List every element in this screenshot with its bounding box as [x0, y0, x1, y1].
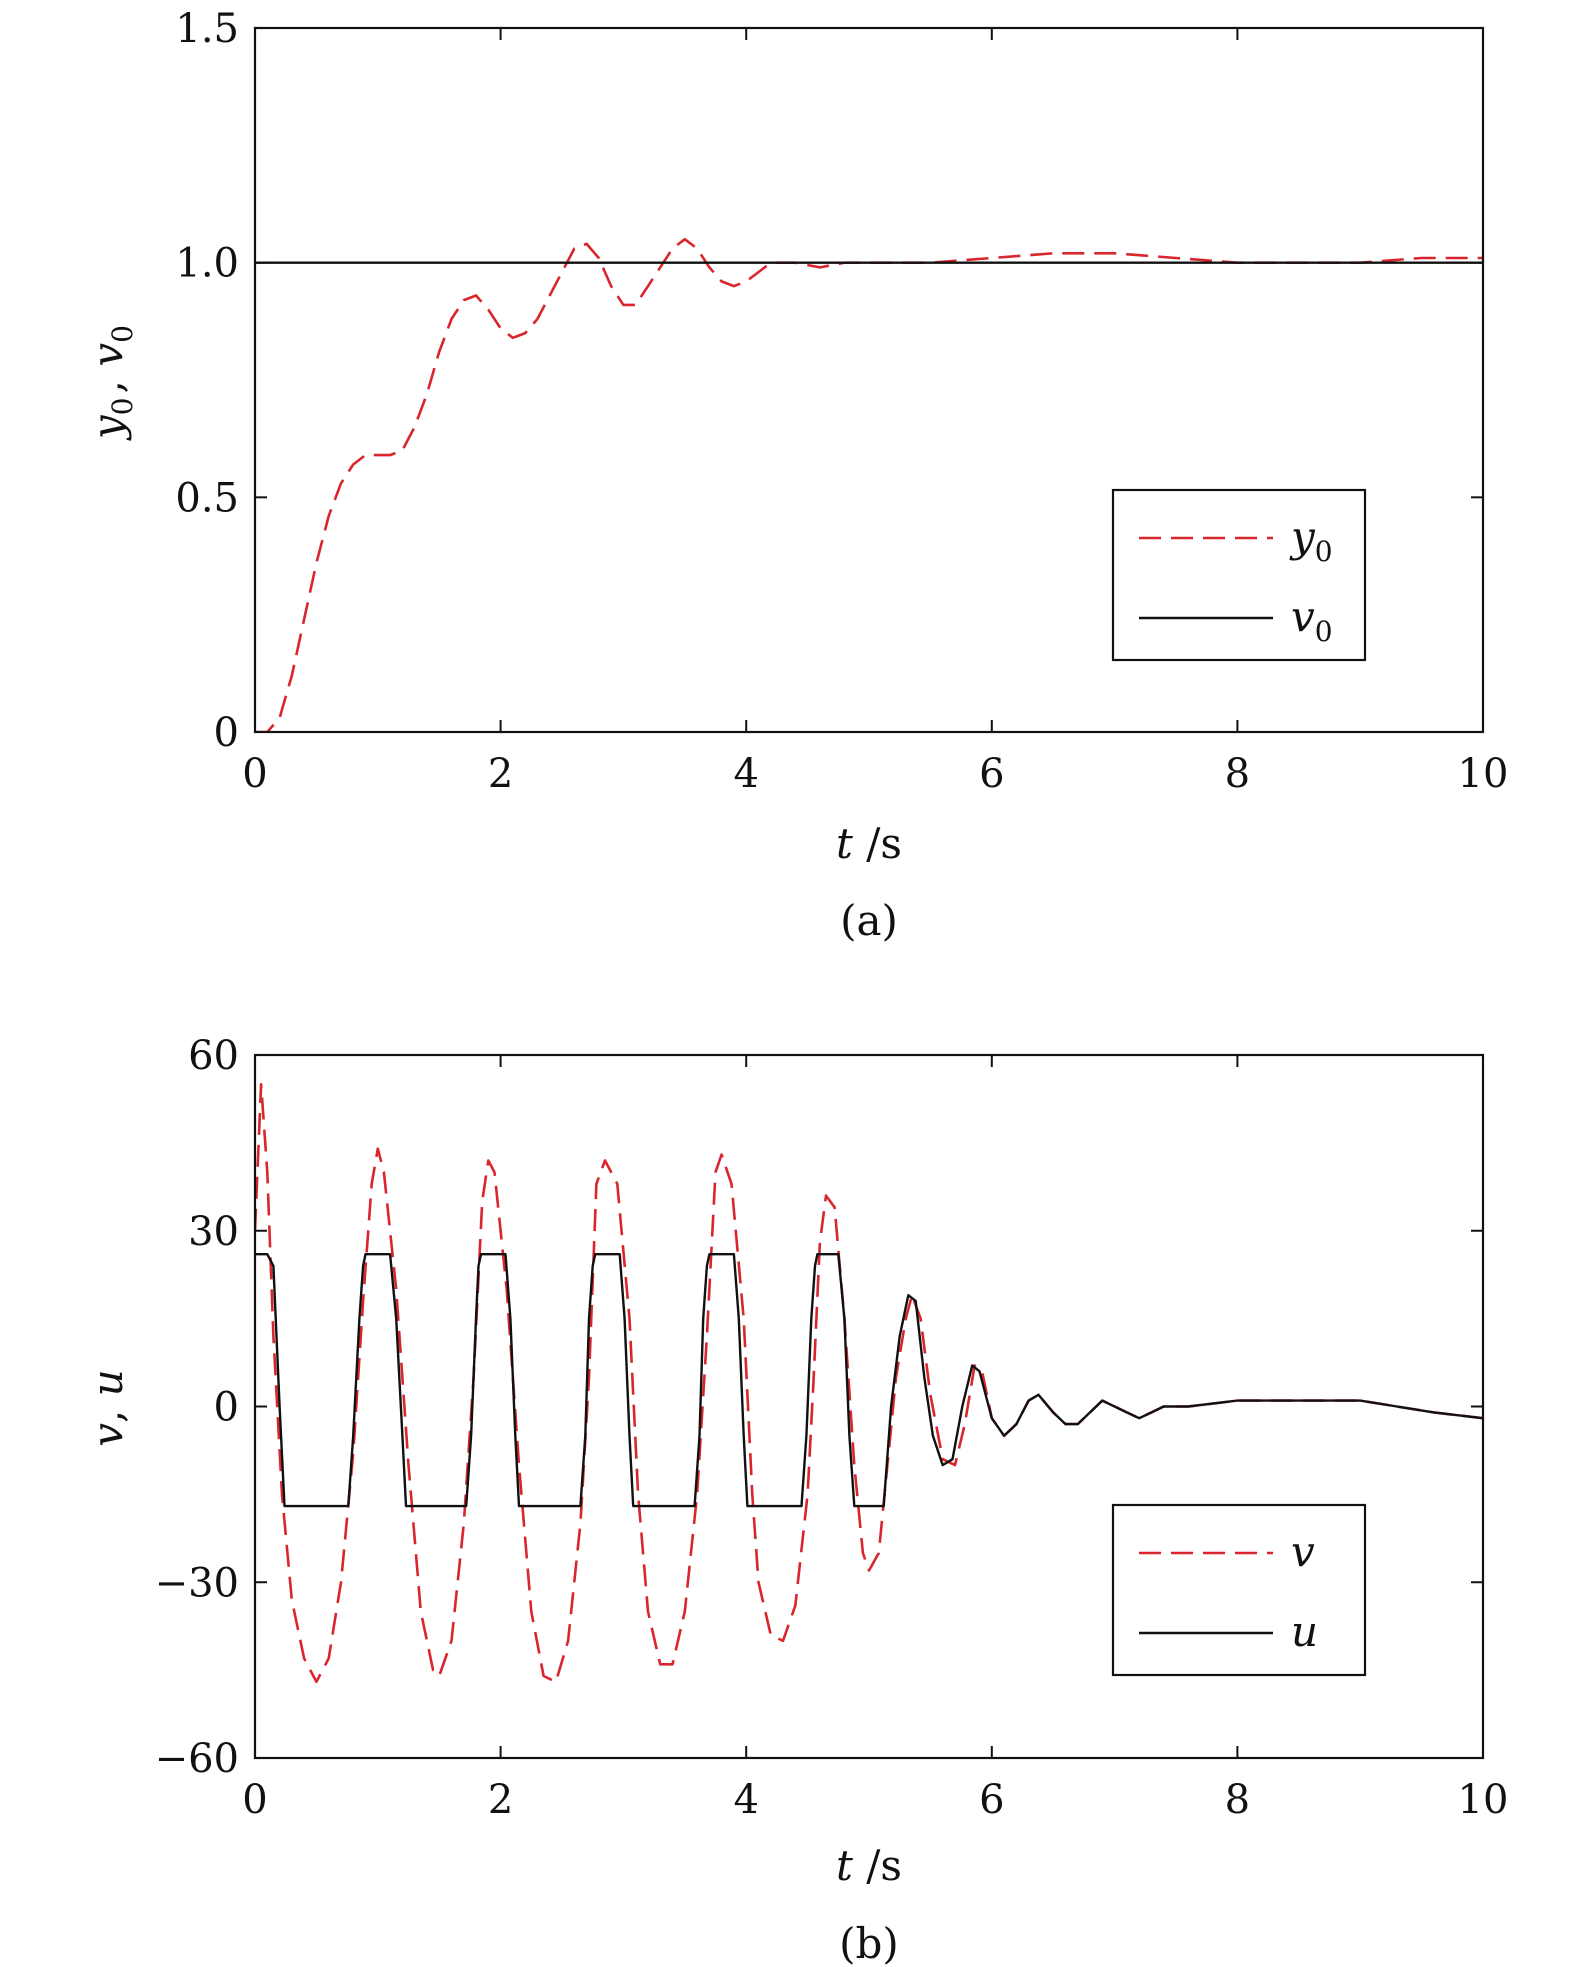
legend: vu: [1111, 1503, 1367, 1677]
x-tick-label: 10: [1458, 751, 1509, 797]
x-tick-label: 6: [979, 751, 1004, 797]
y-tick-label: 1.5: [175, 6, 239, 52]
legend-label: v0: [1291, 592, 1337, 648]
x-tick-label: 0: [242, 751, 267, 797]
series-group: [255, 237, 1483, 732]
series-group: [255, 1083, 1483, 1684]
x-tick-label: 4: [733, 1777, 758, 1823]
legend-box: [1111, 1503, 1367, 1677]
panel-caption: (b): [839, 1919, 899, 1967]
panel-b: 0 2 4 6 8 10 −60 −30 0 30 60 t /s v, u (b) vu: [83, 1033, 1508, 1967]
x-tick-label: 2: [488, 1777, 513, 1823]
x-tick-label: 4: [733, 751, 758, 797]
y-axis-label: v, u: [83, 1369, 132, 1447]
legend-label: y0: [1289, 512, 1337, 568]
x-tick-label: 0: [242, 1777, 267, 1823]
legend-box: [1111, 488, 1367, 662]
y-tick-label: 30: [188, 1209, 239, 1255]
y-axis-label: y0 , v0: [83, 321, 139, 441]
legend-label: u: [1291, 1607, 1318, 1656]
y-tick-label: 1.0: [175, 241, 239, 287]
y-tick-label: 60: [188, 1033, 239, 1079]
y-tick-label: 0.5: [175, 475, 239, 521]
x-tick-label: 2: [488, 751, 513, 797]
y-tick-label: −60: [155, 1736, 239, 1782]
y-tick-label: 0: [214, 1385, 239, 1431]
legend-label: v: [1291, 1527, 1315, 1576]
x-tick-label: 8: [1225, 1777, 1250, 1823]
y-tick-label: 0: [214, 710, 239, 756]
x-axis-label: t /s: [836, 819, 902, 868]
x-tick-label: 10: [1458, 1777, 1509, 1823]
x-tick-label: 6: [979, 1777, 1004, 1823]
y-tick-label: −30: [155, 1560, 239, 1606]
series-line-u: [255, 1253, 1483, 1508]
plot-frame: [253, 26, 1485, 734]
panel-caption: (a): [840, 896, 898, 945]
legend: y0 v0: [1111, 488, 1367, 662]
x-tick-label: 8: [1225, 751, 1250, 797]
panel-a: 0 2 4 6 8 10 0 0.5 1.0 1.5 t /s y0 , v0 (a) y0 v0: [83, 6, 1508, 945]
x-axis-label: t /s: [836, 1841, 902, 1890]
